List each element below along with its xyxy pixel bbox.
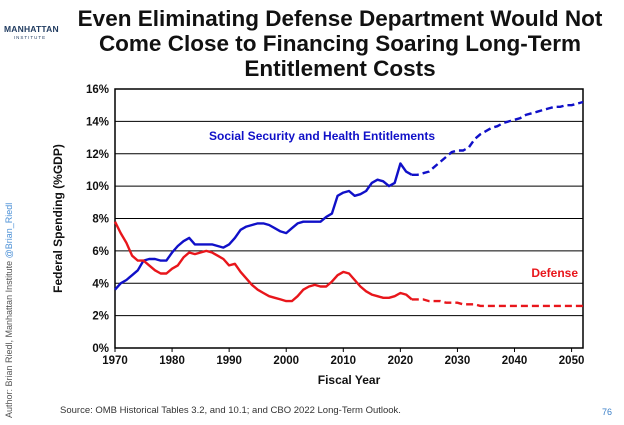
- title-line-1: Even Eliminating Defense Department Woul…: [77, 6, 603, 31]
- title-line-3: Entitlement Costs: [244, 56, 436, 81]
- x-tick-label: 2010: [330, 355, 356, 367]
- plot-frame: [114, 88, 584, 349]
- y-axis-title: Federal Spending (%GDP): [51, 144, 65, 293]
- y-axis: 0% 2% 4% 6% 8% 10% 12% 14% 16%: [86, 84, 109, 355]
- series-line-entitlements-historical: [114, 162, 413, 291]
- x-tick-label: 2000: [273, 355, 299, 367]
- series-line-defense-historical: [113, 221, 413, 303]
- x-axis: 1970 1980 1990 2000 2010 2020 2030 2040 2050: [102, 348, 584, 367]
- series-lines: [113, 100, 584, 308]
- y-tick-label: 12%: [86, 149, 109, 161]
- x-tick-label: 2040: [502, 355, 528, 367]
- gridlines: [115, 88, 583, 349]
- manhattan-institute-logo: MANHATTAN INSTITUTE: [4, 24, 59, 40]
- slide-title: Even Eliminating Defense Department Woul…: [62, 6, 618, 81]
- x-tick-label: 1980: [159, 355, 185, 367]
- x-tick-label: 2050: [559, 355, 585, 367]
- y-tick-label: 4%: [92, 278, 109, 290]
- x-axis-title: Fiscal Year: [318, 373, 381, 387]
- x-tick-label: 1990: [216, 355, 242, 367]
- y-tick-label: 8%: [92, 214, 109, 226]
- y-tick-label: 0%: [92, 343, 109, 355]
- series-line-entitlements-projected: [411, 100, 584, 176]
- page-number: 76: [601, 407, 612, 417]
- y-tick-label: 16%: [86, 84, 109, 96]
- x-tick-label: 2030: [445, 355, 471, 367]
- y-tick-label: 14%: [86, 116, 109, 128]
- series-label-defense: Defense: [531, 266, 578, 280]
- y-tick-label: 2%: [92, 311, 109, 323]
- y-tick-label: 10%: [86, 181, 109, 193]
- title-line-2: Come Close to Financing Soaring Long-Ter…: [98, 31, 582, 56]
- logo-name: MANHATTAN: [4, 24, 59, 34]
- series-line-defense-projected: [411, 298, 583, 308]
- x-tick-label: 2020: [388, 355, 414, 367]
- x-tick-label: 1970: [102, 355, 128, 367]
- source-note: Source: OMB Historical Tables 3.2, and 1…: [60, 405, 401, 416]
- series-label-entitlements: Social Security and Health Entitlements: [209, 129, 435, 143]
- logo-subtitle: INSTITUTE: [13, 35, 47, 40]
- y-tick-label: 6%: [92, 246, 109, 258]
